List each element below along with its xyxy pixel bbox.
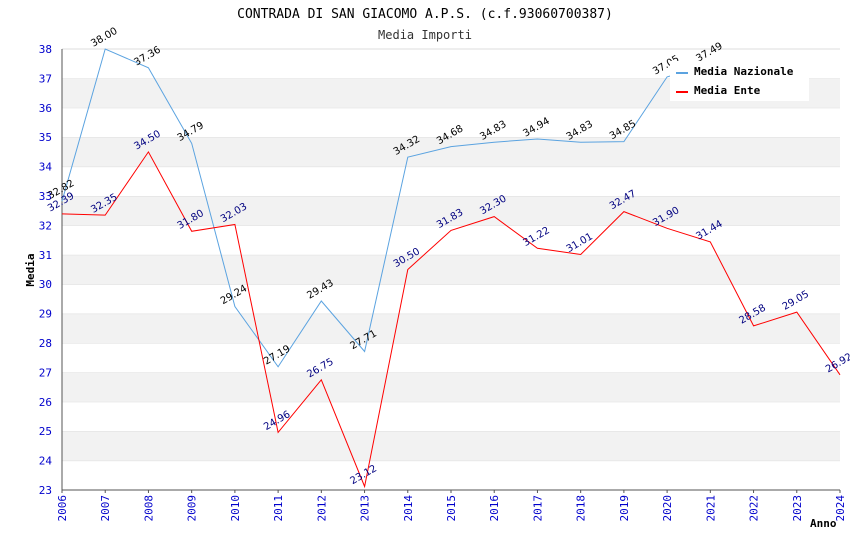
y-tick-label: 31 [39, 249, 52, 262]
y-tick-label: 37 [39, 72, 52, 85]
y-tick-label: 29 [39, 308, 52, 321]
legend-box [670, 61, 809, 101]
x-axis-title: Anno [810, 517, 837, 530]
x-tick-label: 2015 [445, 495, 458, 522]
x-tick-label: 2010 [229, 495, 242, 522]
x-tick-label: 2009 [186, 495, 199, 522]
legend-label-media-nazionale: Media Nazionale [694, 65, 794, 78]
y-tick-label: 26 [39, 396, 52, 409]
x-tick-label: 2008 [142, 495, 155, 522]
x-tick-label: 2023 [791, 495, 804, 522]
y-tick-label: 23 [39, 484, 52, 497]
y-tick-label: 33 [39, 190, 52, 203]
x-tick-label: 2016 [488, 495, 501, 522]
y-tick-label: 30 [39, 278, 52, 291]
x-tick-label: 2020 [661, 495, 674, 522]
x-tick-label: 2017 [531, 495, 544, 522]
grid-band [62, 196, 840, 226]
axes [61, 49, 841, 493]
series-line-media-ente [61, 150, 841, 489]
x-tick-label: 2007 [99, 495, 112, 522]
legend: Media Nazionale Media Ente [670, 61, 809, 101]
x-tick-label: 2011 [272, 495, 285, 522]
x-tick-label: 2014 [402, 495, 415, 522]
x-tick-labels: 2006 2007 2008 2009 2010 2011 2012 2013 2014 2015… [56, 495, 847, 522]
y-tick-label: 38 [39, 43, 52, 56]
grid-band [62, 401, 840, 432]
y-tick-labels: 23 24 25 26 27 28 29 30 31 32 33 34 35 36 37 38 [39, 43, 53, 497]
grid-band [62, 460, 840, 490]
legend-label-media-ente: Media Ente [694, 84, 761, 97]
grid-band [62, 254, 840, 285]
grid-band [62, 137, 840, 167]
grid-band [62, 313, 840, 343]
x-tick-label: 2013 [359, 495, 372, 522]
y-tick-label: 25 [39, 425, 52, 438]
series-lines [61, 48, 841, 489]
grid-band [62, 225, 840, 255]
grid-band [62, 166, 840, 196]
chart-title: CONTRADA DI SAN GIACOMO A.P.S. (c.f.9306… [237, 7, 613, 22]
grid-band [62, 372, 840, 402]
grid-band [62, 107, 840, 138]
y-axis-title: Media [24, 253, 37, 286]
x-tick-label: 2012 [315, 495, 328, 522]
y-tick-label: 36 [39, 102, 52, 115]
data-label-media-nazionale: 38.00 [89, 26, 119, 50]
grid-bands [62, 48, 840, 490]
y-tick-label: 35 [39, 131, 52, 144]
y-tick-label: 24 [39, 455, 53, 468]
y-tick-label: 28 [39, 337, 52, 350]
x-tick-label: 2021 [704, 495, 717, 522]
x-tick-label: 2019 [618, 495, 631, 522]
chart-subtitle: Media Importi [378, 28, 472, 42]
y-tick-label: 34 [39, 161, 53, 174]
x-tick-label: 2022 [748, 495, 761, 522]
x-tick-label: 2006 [56, 495, 69, 522]
y-tick-label: 27 [39, 366, 52, 379]
grid-band [62, 284, 840, 314]
x-tick-label: 2018 [575, 495, 588, 522]
y-tick-label: 32 [39, 219, 52, 232]
x-tick-label: 2024 [834, 495, 847, 522]
grid-band [62, 431, 840, 461]
series-line-media-nazionale [61, 48, 711, 368]
grid-band [62, 343, 840, 373]
